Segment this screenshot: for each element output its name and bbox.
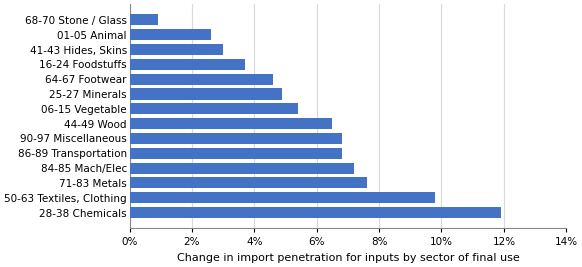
X-axis label: Change in import penetration for inputs by sector of final use: Change in import penetration for inputs … — [176, 253, 519, 263]
Bar — [130, 29, 211, 40]
Bar — [130, 148, 342, 159]
Bar — [130, 177, 367, 189]
Bar — [130, 163, 354, 174]
Bar — [130, 88, 282, 100]
Bar — [130, 192, 435, 203]
Bar — [130, 74, 273, 85]
Bar — [130, 59, 245, 70]
Bar — [130, 44, 223, 55]
Bar — [130, 118, 332, 129]
Bar — [130, 207, 501, 218]
Bar — [130, 103, 298, 114]
Bar — [130, 14, 158, 25]
Bar — [130, 133, 342, 144]
